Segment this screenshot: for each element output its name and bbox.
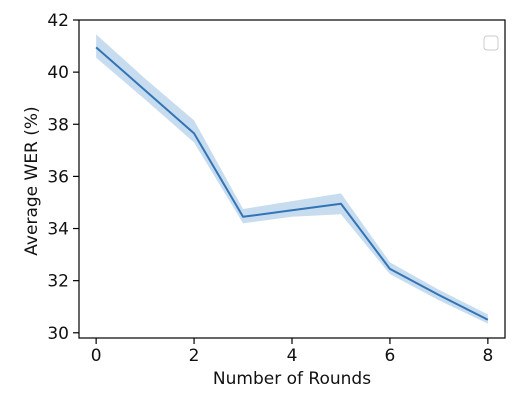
y-tick-label: 34	[47, 220, 69, 240]
y-tick-label: 32	[47, 272, 69, 292]
x-tick-label: 6	[385, 346, 396, 366]
confidence-band-0	[96, 34, 488, 324]
y-tick-label: 36	[47, 167, 69, 187]
plot-frame	[78, 19, 506, 339]
x-axis-ticks: 0 2 4 6 8	[91, 338, 493, 366]
x-tick-label: 0	[91, 346, 102, 366]
x-tick-label: 8	[482, 346, 493, 366]
x-tick-label: 2	[189, 346, 200, 366]
confidence-bands	[96, 34, 488, 324]
legend-box	[483, 35, 499, 51]
x-axis-label: Number of Rounds	[213, 369, 371, 389]
y-axis-ticks: 30 32 34 36 38 40 42	[47, 11, 79, 344]
y-axis-label: Average WER (%)	[22, 106, 42, 255]
y-tick-label: 40	[47, 63, 69, 83]
x-tick-label: 4	[287, 346, 298, 366]
y-tick-label: 38	[47, 115, 69, 135]
y-tick-label: 42	[47, 11, 69, 31]
series-lines	[95, 46, 489, 321]
y-tick-label: 30	[47, 324, 69, 344]
